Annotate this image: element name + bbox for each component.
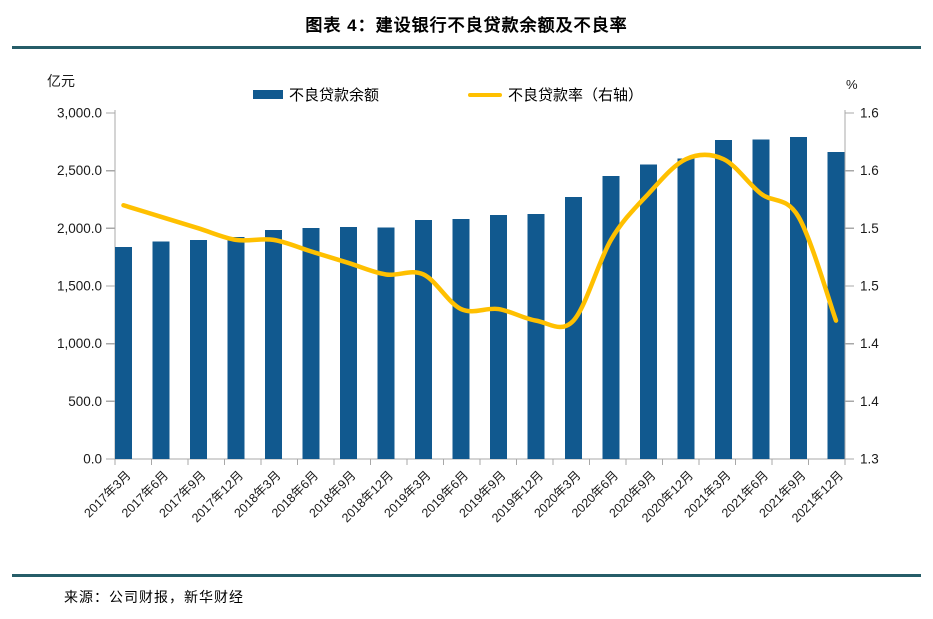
left-axis-label: 2,000.0 <box>57 221 102 236</box>
npl-balance-bar <box>152 241 170 459</box>
npl-balance-bar <box>302 228 320 459</box>
right-axis-label: 1.6 <box>860 163 879 178</box>
npl-balance-bar <box>115 247 132 459</box>
npl-balance-bar <box>377 227 395 459</box>
npl-balance-bar <box>490 215 507 459</box>
right-axis-unit: % <box>846 77 858 92</box>
npl-balance-bar <box>677 158 695 460</box>
npl-balance-bar <box>752 139 770 459</box>
left-axis-unit: 亿元 <box>47 73 75 89</box>
legend-balance-label: 不良贷款余额 <box>289 87 380 104</box>
left-axis-label: 3,000.0 <box>57 106 102 121</box>
bottom-divider <box>12 574 921 577</box>
right-axis-label: 1.3 <box>860 452 879 467</box>
npl-balance-bar <box>602 175 620 459</box>
right-axis-label: 1.5 <box>860 279 879 294</box>
left-axis-label: 1,500.0 <box>57 279 102 294</box>
npl-balance-bar <box>640 164 657 459</box>
right-axis-label: 1.4 <box>860 394 879 409</box>
balance-series-swatch <box>253 90 283 99</box>
ratio-series-swatch <box>468 92 502 97</box>
npl-balance-bar <box>452 218 470 459</box>
legend-item-balance: 不良贷款余额 <box>253 84 379 105</box>
right-axis-label: 1.6 <box>860 106 879 121</box>
npl-balance-bar <box>715 139 732 460</box>
left-axis-label: 1,000.0 <box>57 336 102 351</box>
legend-ratio-label: 不良贷款率（右轴） <box>508 87 644 104</box>
npl-balance-bar <box>190 239 207 459</box>
top-divider <box>12 46 921 49</box>
left-axis-label: 0.0 <box>83 452 102 467</box>
npl-balance-bar <box>790 136 807 459</box>
npl-balance-bar <box>227 237 245 459</box>
npl-balance-bar <box>527 213 545 459</box>
left-axis-label: 2,500.0 <box>57 163 102 178</box>
npl-balance-bar <box>415 220 432 459</box>
npl-ratio-line <box>121 152 839 330</box>
right-axis-label: 1.5 <box>860 221 879 236</box>
legend-item-ratio: 不良贷款率（右轴） <box>468 84 643 105</box>
left-axis-label: 500.0 <box>68 394 102 409</box>
source-note: 来源：公司财报，新华财经 <box>64 589 244 605</box>
npl-balance-bar <box>340 226 357 459</box>
figure-title: 图表 4：建设银行不良贷款余额及不良率 <box>305 16 628 35</box>
npl-balance-bar <box>565 196 582 460</box>
right-axis-label: 1.4 <box>860 336 879 351</box>
npl-balance-bar <box>827 152 845 459</box>
npl-balance-bar <box>265 230 282 459</box>
